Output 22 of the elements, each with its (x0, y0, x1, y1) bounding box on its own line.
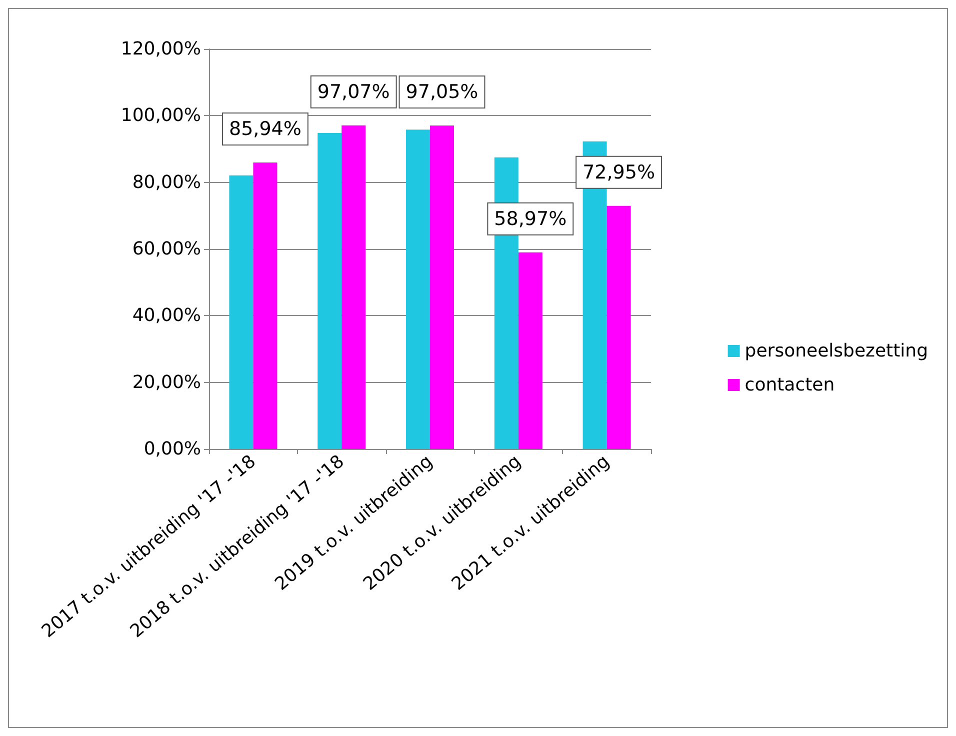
y-tick-label: 40,00% (132, 305, 201, 326)
y-tick-label: 60,00% (132, 238, 201, 260)
legend-label: contacten (744, 374, 835, 396)
data-label: 58,97% (494, 208, 567, 230)
bar (606, 206, 631, 449)
bar (229, 175, 254, 449)
legend-label: personeelsbezetting (744, 340, 928, 362)
y-tick-label: 0,00% (144, 438, 201, 460)
data-label: 97,05% (406, 81, 478, 103)
y-tick-label: 120,00% (120, 38, 201, 60)
data-label: 85,94% (228, 118, 302, 140)
bar (253, 162, 278, 449)
data-label: 72,95% (582, 161, 656, 184)
bar (518, 252, 542, 449)
bar (406, 130, 430, 449)
bar (318, 133, 342, 449)
data-label: 97,07% (317, 80, 390, 103)
bar (430, 126, 454, 449)
y-tick-label: 100,00% (120, 105, 201, 126)
y-tick-label: 20,00% (132, 372, 201, 393)
y-tick-label: 80,00% (132, 172, 201, 193)
bar (342, 125, 366, 449)
